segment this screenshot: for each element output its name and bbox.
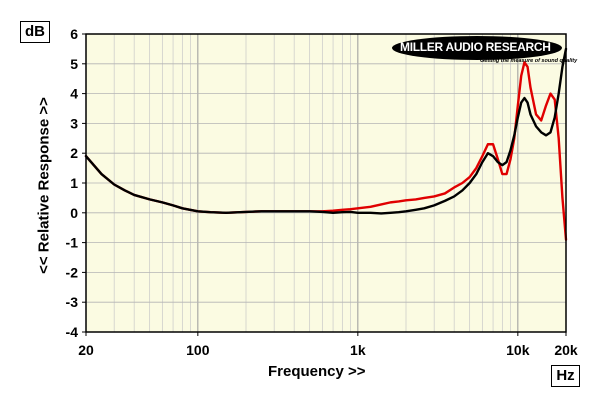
- logo-text: MILLER AUDIO RESEARCH: [400, 40, 551, 54]
- y-tick-label: 2: [70, 145, 78, 161]
- x-tick-label: 10k: [506, 342, 530, 358]
- tick-labels: -4 -3 -2 -1 0 1 2 3 4 5 6 20 100 1k 10k 20k: [66, 26, 578, 358]
- brand-logo: MILLER AUDIO RESEARCH Getting the measur…: [392, 36, 577, 66]
- x-tick-label: 100: [186, 342, 210, 358]
- x-tick-label: 20: [78, 342, 94, 358]
- y-tick-label: 5: [70, 56, 78, 72]
- x-tick-label: 20k: [554, 342, 578, 358]
- y-axis-title: << Relative Response >>: [35, 97, 53, 274]
- grid: [86, 34, 566, 332]
- y-tick-label: 0: [70, 205, 78, 221]
- x-axis-title: Frequency >>: [268, 363, 366, 380]
- y-tick-label: 1: [70, 175, 78, 191]
- y-tick-label: 6: [70, 26, 78, 42]
- y-tick-label: -1: [66, 235, 79, 251]
- logo-oval: [392, 36, 562, 60]
- series-line-black: [84, 47, 568, 215]
- y-tick-label: 3: [70, 115, 78, 131]
- y-tick-label: -2: [66, 264, 79, 280]
- x-unit-label: Hz: [551, 365, 580, 387]
- y-tick-label: -3: [66, 294, 79, 310]
- logo-tagline: Getting the measure of sound quality: [480, 58, 578, 64]
- y-unit-label: dB: [20, 21, 50, 43]
- y-tick-label: -4: [66, 324, 79, 340]
- series-layer: [84, 47, 568, 241]
- y-tick-label: 4: [70, 86, 78, 102]
- x-tick-label: 1k: [350, 342, 366, 358]
